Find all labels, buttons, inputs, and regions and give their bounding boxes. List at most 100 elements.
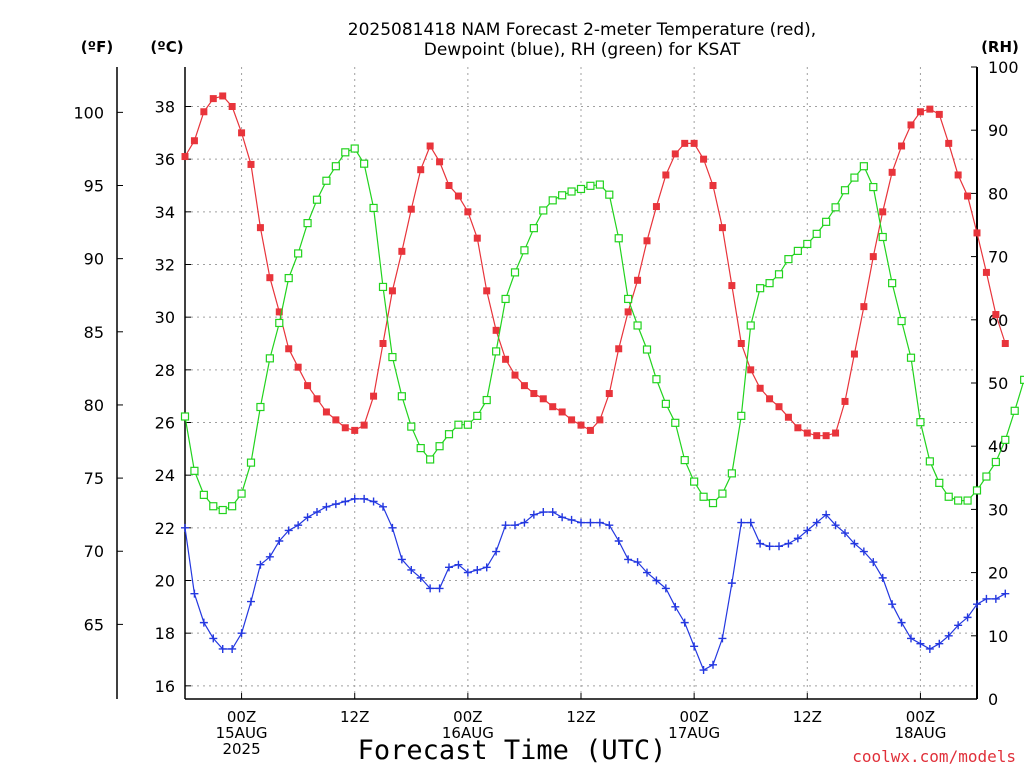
temperature-point [407,205,415,213]
temperature-point [228,103,236,110]
rh-point [350,144,359,153]
temperature-point [662,171,670,179]
rh-point [275,318,284,328]
grid-lines [185,67,977,699]
rh-point [473,411,482,420]
rh-tick-label: 80 [988,184,1008,203]
rh-point [218,505,227,515]
rh-point [859,162,868,171]
celsius-tick-label: 30 [155,308,175,327]
dewpoint-point [567,515,576,524]
temperature-point [728,282,736,290]
dewpoint-point [492,547,501,556]
dewpoint-point [577,518,585,527]
dewpoint-point [501,521,510,530]
temperature-point [473,234,481,242]
source-credit[interactable]: coolwx.com/models [852,747,1016,766]
rh-point [718,489,727,498]
dewpoint-point [586,518,595,527]
dewpoint-point [756,539,765,548]
celsius-tick-label: 34 [155,203,175,222]
chart-title-line-2: Dewpoint (blue), RH (green) for KSAT [424,40,741,60]
rh-point [661,399,670,408]
rh-point [954,496,963,505]
fahrenheit-tick-label: 80 [84,396,104,415]
temperature-point [718,224,726,232]
dewpoint-point [482,563,491,572]
rh-point [727,469,736,478]
rh-point [869,182,878,192]
rh-point [454,420,463,429]
dewpoint-point [511,521,519,530]
rh-point [831,203,840,212]
temperature-point [850,350,858,358]
temperature-point [568,416,576,424]
dewpoint-point [388,523,397,532]
temperature-point [398,247,406,255]
rh-point [793,246,802,256]
rh-point [520,246,529,255]
rh-point [444,430,454,439]
time-tick-label: 2025 [222,740,260,758]
dewpoint-point [727,579,736,588]
rh-point [435,442,444,451]
temperature-point [332,416,340,424]
temperature-point [860,303,868,311]
rh-point [360,159,369,168]
dewpoint-point [360,494,369,503]
dewpoint-point [973,600,981,609]
fahrenheit-tick-label: 95 [84,177,104,196]
dewpoint-point [661,584,670,593]
temperature-point [200,108,208,116]
dewpoint-point [331,500,340,509]
temperature-point [605,390,613,398]
rh-tick-label: 70 [988,248,1008,267]
temperature-point [803,429,811,437]
dewpoint-point [907,634,915,643]
dewpoint-point [313,508,321,517]
rh-point [284,273,293,283]
celsius-tick-label: 26 [155,414,175,433]
temperature-point [530,390,538,398]
temperature-point [643,237,651,245]
dewpoint-point [859,547,868,556]
rh-point [737,411,746,420]
dewpoint-point [294,521,303,530]
fahrenheit-tick-label: 85 [84,323,104,342]
temperature-point [888,168,896,176]
temperature-point [275,308,283,316]
dewpoint-point [841,529,849,538]
dewpoint-point [228,644,237,653]
rh-point [746,321,755,330]
rh-point [690,477,699,486]
temperature-point [464,208,472,216]
rh-point [529,224,538,233]
data-series [180,92,1024,675]
dewpoint-point [237,629,246,638]
rh-point [492,347,501,356]
temperature-point [709,182,717,189]
dewpoint-point [812,518,821,527]
time-tick-label: 00Z [227,708,256,726]
temperature-point [982,268,990,276]
rh-point [605,190,614,199]
rh-point [237,489,246,498]
dewpoint-point [473,565,482,574]
axes [116,66,978,700]
celsius-tick-label: 18 [155,624,175,643]
dewpoint-point [803,526,812,535]
temperature-point [417,166,425,174]
rh-tick-label: 10 [988,627,1008,646]
x-axis-title: Forecast Time (UTC) [358,735,667,766]
rh-tick-label: 100 [988,58,1019,77]
temperature-point [784,413,792,421]
rh-point [963,496,972,505]
celsius-tick-label: 28 [155,361,175,380]
rh-tick-label: 0 [988,690,998,709]
rh-point [925,457,934,466]
dewpoint-point [850,539,859,548]
rh-tick-label: 90 [988,121,1008,140]
temperature-point [898,142,906,150]
temperature-line [184,95,1006,437]
dewpoint-point [897,618,906,627]
